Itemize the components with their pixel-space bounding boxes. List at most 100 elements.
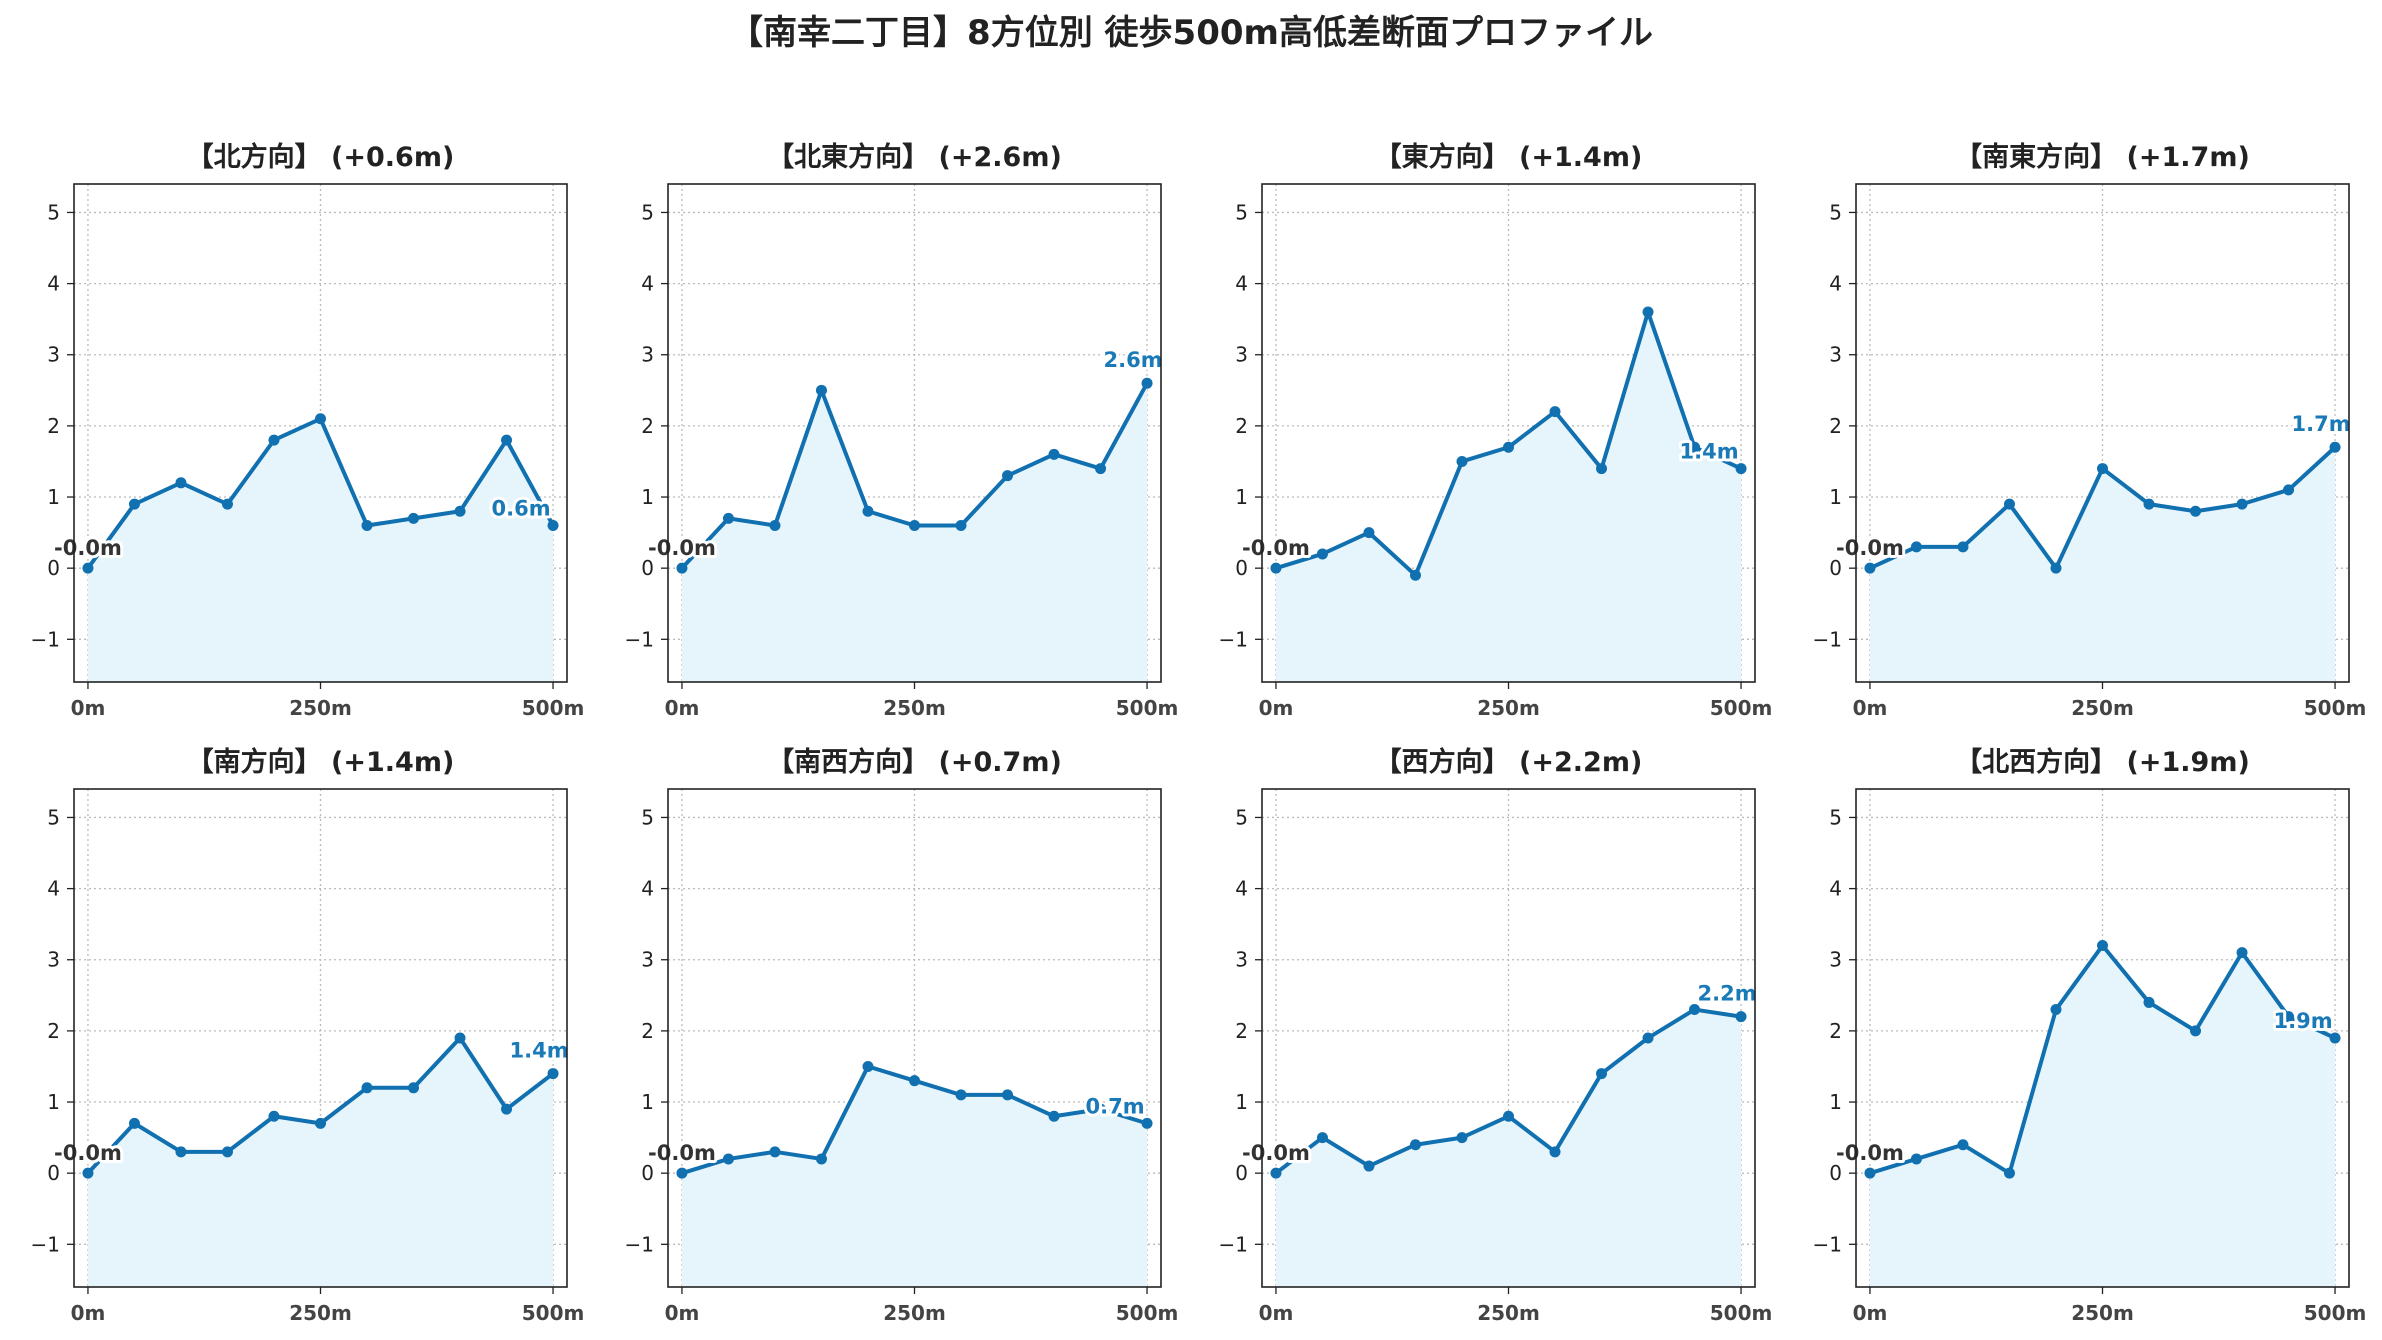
- axes-frame: [1855, 788, 2350, 1288]
- profile-point: [1316, 548, 1328, 560]
- x-tick-label: 500m: [522, 1301, 585, 1325]
- profile-point: [815, 384, 827, 396]
- y-tick-label: −1: [625, 627, 654, 651]
- end-value-label: 2.6m: [1104, 348, 1163, 372]
- profile-point: [1048, 1110, 1060, 1122]
- profile-point: [1642, 1032, 1654, 1044]
- start-value-label: -0.0m: [648, 536, 716, 560]
- profile-point: [1689, 1004, 1701, 1016]
- y-tick-label: 4: [1235, 272, 1248, 296]
- profile-point: [221, 1146, 233, 1158]
- profile-area-fill: [1869, 447, 2336, 682]
- y-tick-label: 0: [47, 556, 60, 580]
- profile-point: [2003, 498, 2015, 510]
- profile-point: [955, 1089, 967, 1101]
- y-tick-label: 3: [641, 948, 654, 972]
- x-tick-label: 0m: [1259, 696, 1294, 720]
- y-tick-label: 3: [641, 343, 654, 367]
- panel-6: 【南西方向】 (+0.7m) −1 0 1 2 3 4 5 0m 250m 500m -0.0m 0.7…: [625, 746, 1179, 1325]
- profile-point: [128, 1117, 140, 1129]
- profile-point: [2236, 498, 2248, 510]
- profile-point: [1095, 1103, 1107, 1115]
- x-tick-label: 250m: [883, 1301, 946, 1325]
- profile-point: [676, 562, 688, 574]
- y-tick-label: 2: [1235, 1019, 1248, 1043]
- y-tick-label: 0: [1235, 1161, 1248, 1185]
- profile-point: [815, 1153, 827, 1165]
- profile-point: [221, 498, 233, 510]
- panel-8: 【北西方向】 (+1.9m) −1 0 1 2 3 4 5 0m 250m 500m -0.0m 1.9…: [1813, 746, 2367, 1325]
- start-value-label: -0.0m: [1242, 1141, 1310, 1165]
- y-tick-label: 4: [641, 877, 654, 901]
- profile-point: [2329, 1032, 2341, 1044]
- profile-point: [1735, 1011, 1747, 1023]
- profile-point: [676, 1167, 688, 1179]
- panel-title: 【南方向】 (+1.4m): [187, 746, 455, 778]
- panel-title: 【北東方向】 (+2.6m): [767, 141, 1062, 173]
- y-tick-label: −1: [31, 627, 60, 651]
- profile-point: [1456, 1132, 1468, 1144]
- profile-area-fill: [681, 383, 1148, 682]
- y-tick-label: 0: [641, 1161, 654, 1185]
- x-tick-label: 0m: [71, 696, 106, 720]
- profile-point: [1002, 470, 1014, 482]
- y-tick-label: 4: [1829, 877, 1842, 901]
- profile-point: [2236, 947, 2248, 959]
- y-tick-label: 4: [641, 272, 654, 296]
- profile-area-fill: [87, 418, 554, 682]
- profile-point: [1048, 448, 1060, 460]
- panel-7: 【西方向】 (+2.2m) −1 0 1 2 3 4 5 0m 250m 500m -0.0m 2.2m: [1219, 746, 1773, 1325]
- start-value-label: -0.0m: [1836, 1141, 1904, 1165]
- profile-point: [2190, 1025, 2202, 1037]
- y-tick-label: 0: [1235, 556, 1248, 580]
- profile-point: [1363, 527, 1375, 539]
- y-tick-label: 2: [1829, 414, 1842, 438]
- y-tick-label: 1: [641, 485, 654, 509]
- axes-frame: [667, 788, 1162, 1288]
- y-tick-label: 5: [47, 805, 60, 829]
- axes-frame: [73, 788, 568, 1288]
- profile-point: [1689, 441, 1701, 453]
- profile-point: [1095, 463, 1107, 475]
- y-tick-label: 5: [641, 200, 654, 224]
- x-tick-label: 250m: [1477, 1301, 1540, 1325]
- end-value-label: 0.7m: [1086, 1094, 1145, 1118]
- y-tick-label: 2: [1829, 1019, 1842, 1043]
- profile-point: [862, 505, 874, 517]
- profile-point: [1270, 562, 1282, 574]
- y-tick-label: 3: [1829, 948, 1842, 972]
- profile-point: [315, 1117, 326, 1129]
- y-tick-label: 4: [1235, 877, 1248, 901]
- profile-point: [2329, 441, 2341, 453]
- axes-frame: [1855, 183, 2350, 683]
- y-tick-label: 4: [47, 272, 60, 296]
- profile-point: [128, 498, 140, 510]
- profile-point: [2003, 1167, 2015, 1179]
- end-value-label: 0.6m: [492, 496, 551, 520]
- x-tick-label: 0m: [665, 696, 700, 720]
- y-tick-label: 3: [1235, 343, 1248, 367]
- profile-point: [1910, 541, 1922, 553]
- profile-point: [547, 1068, 559, 1080]
- x-tick-label: 0m: [1853, 1301, 1888, 1325]
- profile-point: [408, 512, 420, 524]
- y-tick-label: −1: [1219, 1232, 1248, 1256]
- start-value-label: -0.0m: [1836, 536, 1904, 560]
- y-tick-label: 2: [641, 414, 654, 438]
- y-tick-label: 0: [1829, 1161, 1842, 1185]
- profile-point: [909, 519, 920, 531]
- y-tick-label: −1: [31, 1232, 60, 1256]
- y-tick-label: 1: [1235, 1090, 1248, 1114]
- end-value-label: 1.4m: [510, 1039, 569, 1063]
- y-tick-label: −1: [1813, 627, 1842, 651]
- profile-point: [1270, 1167, 1282, 1179]
- profile-point: [361, 519, 373, 531]
- profile-point: [1910, 1153, 1922, 1165]
- x-tick-label: 0m: [665, 1301, 700, 1325]
- x-tick-label: 0m: [1259, 1301, 1294, 1325]
- profile-point: [2190, 505, 2202, 517]
- y-tick-label: 3: [47, 948, 60, 972]
- axes-frame: [667, 183, 1162, 683]
